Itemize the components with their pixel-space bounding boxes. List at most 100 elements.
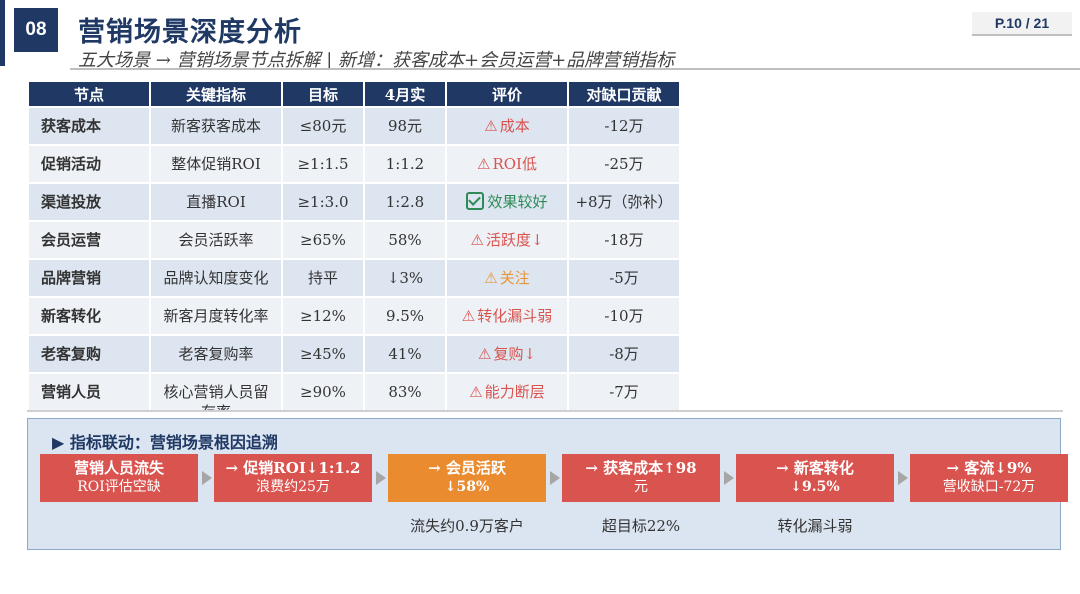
- cell-node: 品牌营销: [29, 260, 149, 296]
- table-header-row: 节点 关键指标 目标 4月实 评价 对缺口贡献: [29, 82, 679, 106]
- cell-contribution-text: +8万（弥补）: [575, 193, 673, 211]
- cell-actual: 41%: [365, 336, 445, 372]
- cell-evaluation-text: 效果较好: [453, 184, 561, 220]
- cell-contribution: -10万: [569, 298, 679, 334]
- check-icon: [466, 192, 485, 210]
- cell-actual-text: 1:1.2: [385, 155, 425, 173]
- evaluation-text: 成本: [499, 117, 530, 135]
- warning-icon: ⚠: [470, 231, 484, 249]
- cell-kpi-text: 直播ROI: [186, 193, 246, 211]
- cell-target-text: ≥12%: [300, 307, 346, 325]
- cell-evaluation: ⚠ 转化漏斗弱: [447, 298, 567, 334]
- evaluation-text: 效果较好: [487, 193, 548, 211]
- cell-evaluation: ⚠ 能力断层: [447, 374, 567, 410]
- table-bottom-divider: [27, 410, 1063, 412]
- column-header-actual: 4月实: [365, 82, 445, 106]
- cell-contribution-text: -18万: [604, 231, 644, 249]
- cell-evaluation: ⚠ 复购↓: [447, 336, 567, 372]
- warning-icon: ⚠: [477, 345, 492, 363]
- cell-kpi-text: 会员活跃率: [178, 231, 254, 249]
- cell-target: ≤80元: [283, 108, 363, 144]
- evaluation-text: 能力断层: [484, 383, 545, 401]
- cell-kpi-text: 核心营销人员留存率: [163, 383, 269, 410]
- cell-contribution: -5万: [569, 260, 679, 296]
- cell-target-text: ≥1:1.5: [297, 155, 349, 173]
- cell-target: ≥1:3.0: [283, 184, 363, 220]
- flow-step-detail: ↓58%: [444, 479, 490, 495]
- cell-contribution: +8万（弥补）: [569, 184, 679, 220]
- flow-step-note: 流失约0.9万客户: [410, 517, 524, 535]
- cell-kpi-text: 老客复购率: [178, 345, 254, 363]
- cell-actual: 1:1.2: [365, 146, 445, 182]
- cell-target: ≥1:1.5: [283, 146, 363, 182]
- flow-step-note: 超目标22%: [601, 517, 681, 535]
- cell-contribution: -12万: [569, 108, 679, 144]
- cell-contribution-text: -5万: [609, 269, 639, 287]
- cell-node-text: 营销人员: [41, 383, 102, 401]
- cell-node-text: 获客成本: [41, 117, 102, 135]
- flow-step-box: → 新客转化 ↓9.5%: [736, 454, 894, 502]
- cell-actual-text: 58%: [388, 231, 422, 249]
- column-header-target: 目标: [283, 82, 363, 106]
- cell-node-text: 促销活动: [41, 155, 102, 173]
- cell-target-text: ≥1:3.0: [297, 193, 349, 211]
- cell-kpi-text: 新客月度转化率: [163, 307, 269, 325]
- warning-icon: ⚠: [477, 155, 491, 173]
- evaluation-text: 关注: [499, 269, 530, 287]
- cell-kpi: 新客月度转化率: [151, 298, 281, 334]
- cell-evaluation-text: ⚠ 能力断层: [453, 374, 561, 410]
- flow-step-detail: 营收缺口-72万: [942, 479, 1036, 495]
- cell-actual-text: ↓3%: [386, 269, 424, 287]
- cell-target: ≥65%: [283, 222, 363, 258]
- cell-target-text: 持平: [307, 269, 338, 287]
- evaluation-text: 转化漏斗弱: [477, 307, 553, 325]
- cell-node-text: 老客复购: [41, 345, 102, 363]
- table-row: 老客复购 老客复购率 ≥45% 41% ⚠ 复购↓ -8万: [29, 336, 679, 372]
- cell-kpi: 核心营销人员留存率: [151, 374, 281, 410]
- flow-arrow-icon: [724, 471, 734, 485]
- cell-evaluation-text: ⚠ ROI低: [453, 146, 561, 182]
- cell-evaluation: 效果较好: [447, 184, 567, 220]
- cell-kpi: 直播ROI: [151, 184, 281, 220]
- table-row: 促销活动 整体促销ROI ≥1:1.5 1:1.2 ⚠ ROI低 -25万: [29, 146, 679, 182]
- cell-kpi: 新客获客成本: [151, 108, 281, 144]
- cell-contribution-text: -25万: [604, 155, 644, 173]
- cell-node-text: 新客转化: [41, 307, 102, 325]
- flow-step-box: → 获客成本↑98 元: [562, 454, 720, 502]
- warning-icon: ⚠: [484, 269, 498, 287]
- column-header-evaluation: 评价: [447, 82, 567, 106]
- cell-actual: 58%: [365, 222, 445, 258]
- flow-step-box: → 会员活跃 ↓58%: [388, 454, 546, 502]
- cell-actual: ↓3%: [365, 260, 445, 296]
- cell-contribution-text: -10万: [604, 307, 644, 325]
- root-cause-panel: ▶ 指标联动：营销场景根因追溯 营销人员流失 ROI评估空缺 → 促销ROI↓1:1…: [27, 418, 1068, 550]
- cell-contribution-text: -12万: [604, 117, 644, 135]
- table-row: 获客成本 新客获客成本 ≤80元 98元 ⚠ 成本 -12万: [29, 108, 679, 144]
- cell-kpi: 品牌认知度变化: [151, 260, 281, 296]
- column-header-contribution: 对缺口贡献: [569, 82, 679, 106]
- cell-contribution: -8万: [569, 336, 679, 372]
- flow-step-box: → 促销ROI↓1:1.2 浪费约25万: [214, 454, 372, 502]
- cell-actual: 98元: [365, 108, 445, 144]
- cell-kpi: 老客复购率: [151, 336, 281, 372]
- cell-evaluation-text: ⚠ 活跃度↓: [453, 222, 561, 258]
- cell-contribution: -25万: [569, 146, 679, 182]
- evaluation-text: 复购↓: [493, 345, 537, 363]
- cell-contribution: -7万: [569, 374, 679, 410]
- flow-step-title: → 客流↓9%: [946, 459, 1032, 477]
- cell-node: 老客复购: [29, 336, 149, 372]
- flow-step-title: → 会员活跃: [428, 459, 506, 477]
- warning-icon: ⚠: [484, 117, 498, 135]
- cell-actual: 83%: [365, 374, 445, 410]
- page-subtitle: 五大场景 → 营销场景节点拆解 | 新增：获客成本+会员运营+品牌营销指标: [78, 50, 675, 71]
- flow-arrow-icon: [898, 471, 908, 485]
- cell-kpi-text: 整体促销ROI: [171, 155, 261, 173]
- evaluation-text: 活跃度↓: [485, 231, 544, 249]
- panel-title: ▶ 指标联动：营销场景根因追溯: [52, 433, 278, 452]
- cell-evaluation: ⚠ 活跃度↓: [447, 222, 567, 258]
- cell-actual-text: 83%: [388, 383, 422, 401]
- cell-contribution-text: -8万: [609, 345, 639, 363]
- cell-actual-text: 1:2.8: [385, 193, 425, 211]
- flow-step-title: 营销人员流失: [73, 459, 164, 477]
- cell-node: 促销活动: [29, 146, 149, 182]
